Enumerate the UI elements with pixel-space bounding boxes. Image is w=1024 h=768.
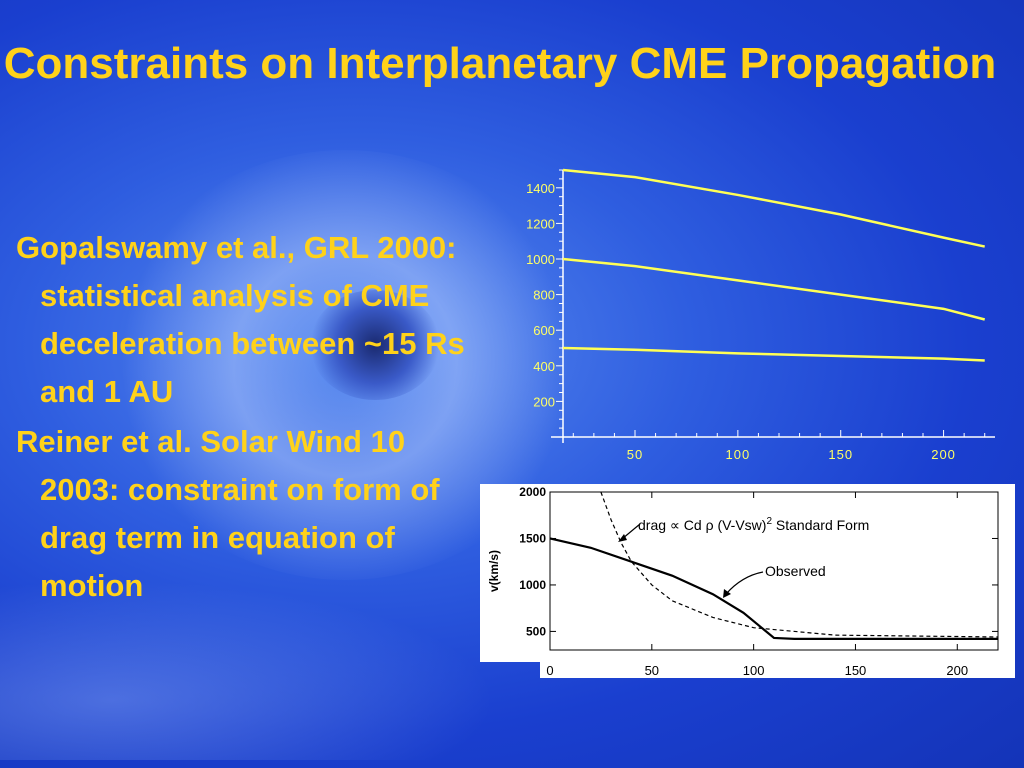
y-tick-label: 1000 — [526, 252, 555, 267]
annotation-standard-form: drag ∝ Cd ρ (V-Vsw)2 Standard Form — [638, 516, 869, 533]
series-line-1 — [562, 168, 985, 248]
annotation-observed: Observed — [765, 563, 826, 579]
y-tick-label: 500 — [526, 624, 546, 638]
observed-curve — [549, 537, 998, 640]
bullet-list: Gopalswamy et al., GRL 2000: statistical… — [16, 224, 476, 610]
slide-title: Constraints on Interplanetary CME Propag… — [3, 39, 997, 88]
y-tick-label: 200 — [533, 394, 555, 409]
series-line-3 — [562, 346, 985, 362]
background-streak — [0, 560, 560, 760]
bullet-reiner: Reiner et al. Solar Wind 10 2003: constr… — [16, 424, 440, 603]
x-tick-label: 100 — [726, 447, 751, 462]
x-tick-label: 150 — [828, 447, 853, 462]
plot-frame — [549, 491, 999, 651]
y-tick-label: 1500 — [519, 531, 546, 545]
x-tick-label: 200 — [946, 663, 968, 678]
y-tick-label: 1000 — [519, 578, 546, 592]
y-tick-label: 800 — [533, 288, 555, 303]
x-tick-label: 100 — [743, 663, 765, 678]
annotation-arrowhead-observed — [723, 589, 731, 598]
x-tick-label: 50 — [627, 447, 643, 462]
standard-form-curve — [600, 491, 999, 638]
chart-panel — [480, 484, 1015, 662]
x-label-strip — [540, 662, 1015, 678]
x-tick-label: 150 — [845, 663, 867, 678]
bullet-gopalswamy: Gopalswamy et al., GRL 2000: statistical… — [16, 230, 465, 409]
x-tick-label: 200 — [931, 447, 956, 462]
annotation-arrowhead-standard — [618, 534, 627, 542]
y-axis-label: v(km/s) — [487, 550, 501, 592]
y-tick-label: 400 — [533, 359, 555, 374]
series-line-2 — [562, 257, 986, 321]
drag-model-chart: 2000 1500 1000 500 0 50 100 150 200 v(km/s) drag ∝… — [480, 484, 1015, 678]
y-tick-label: 2000 — [519, 485, 546, 499]
velocity-distance-chart: 1400 1200 1000 800 600 400 200 50 100 150 200 — [526, 168, 995, 462]
y-tick-label: 1200 — [526, 216, 555, 231]
x-tick-label: 50 — [645, 663, 659, 678]
y-tick-label: 600 — [533, 323, 555, 338]
x-tick-label: 0 — [546, 663, 553, 678]
y-tick-label: 1400 — [526, 181, 555, 196]
annotation-arrow-observed — [725, 571, 764, 595]
